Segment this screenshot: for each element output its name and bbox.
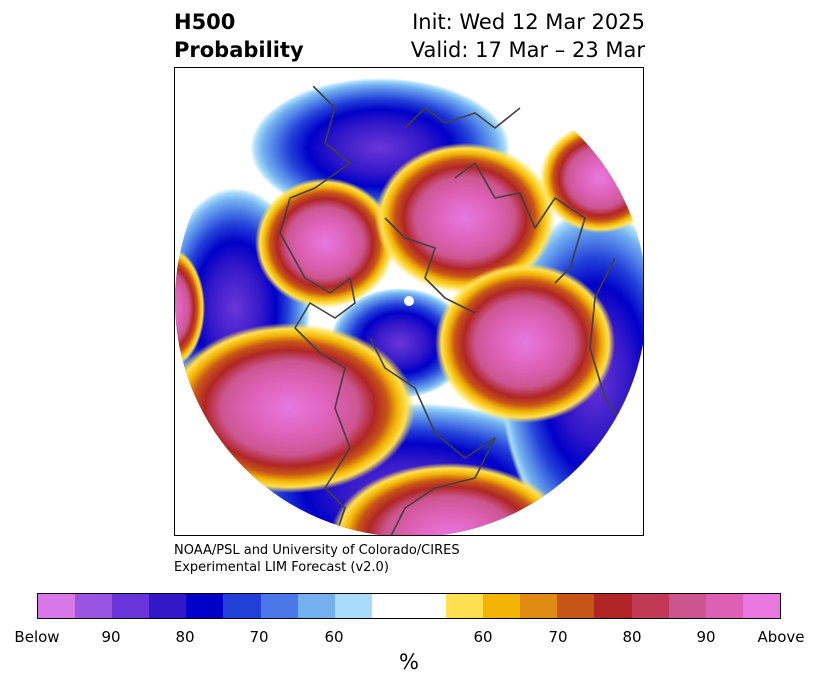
anomaly-above-us — [330, 463, 570, 535]
chart-title-line1: H500 — [174, 10, 236, 34]
anomaly-above-europe — [375, 143, 555, 293]
colorbar-segment — [334, 594, 372, 618]
credit-line1: NOAA/PSL and University of Colorado/CIRE… — [174, 543, 460, 558]
colorbar-segment — [112, 594, 150, 618]
map-panel — [174, 67, 644, 536]
colorbar-segment — [668, 594, 706, 618]
init-date: Init: Wed 12 Mar 2025 — [412, 10, 645, 34]
chart-title-line2: Probability — [174, 38, 304, 62]
colorbar-segment — [408, 594, 447, 618]
colorbar-tick-label: Below — [14, 628, 60, 646]
anomaly-above-west-edge — [175, 248, 205, 368]
colorbar-segment — [483, 594, 521, 618]
colorbar-segment — [149, 594, 187, 618]
colorbar-segment — [446, 594, 484, 618]
colorbar-unit: % — [399, 650, 419, 674]
colorbar-segment — [186, 594, 224, 618]
colorbar-tick-label: 60 — [324, 628, 344, 646]
valid-range: Valid: 17 Mar – 23 Mar — [410, 38, 645, 62]
north-pole-marker — [404, 296, 414, 306]
colorbar-segment — [371, 594, 409, 618]
credit-line2: Experimental LIM Forecast (v2.0) — [174, 560, 389, 575]
colorbar-tick-label: 70 — [249, 628, 269, 646]
colorbar-segment — [594, 594, 632, 618]
anomaly-above-pacific — [175, 323, 415, 493]
colorbar-tick-label: 80 — [622, 628, 642, 646]
anomaly-above-asia — [255, 178, 395, 308]
colorbar-tick-label: 70 — [548, 628, 568, 646]
colorbar-segment — [297, 594, 335, 618]
colorbar-segment — [520, 594, 558, 618]
colorbar-segment — [705, 594, 743, 618]
credit-block: NOAA/PSL and University of Colorado/CIRE… — [174, 542, 460, 576]
colorbar-tick-label: 80 — [175, 628, 195, 646]
anomaly-above-greenland — [435, 263, 615, 423]
colorbar-tick-label: 90 — [101, 628, 121, 646]
colorbar-tick-label: 60 — [473, 628, 493, 646]
colorbar — [37, 593, 781, 619]
colorbar-tick-label: Above — [757, 628, 805, 646]
colorbar-tick-label: 90 — [696, 628, 716, 646]
date-block: Init: Wed 12 Mar 2025 Valid: 17 Mar – 23… — [384, 8, 645, 64]
colorbar-segment — [38, 594, 76, 618]
polar-map — [175, 68, 643, 535]
colorbar-segment — [631, 594, 669, 618]
colorbar-segment — [557, 594, 595, 618]
colorbar-segment — [75, 594, 113, 618]
colorbar-segment — [223, 594, 261, 618]
title-block: H500 Probability — [174, 8, 304, 64]
colorbar-segment — [742, 594, 780, 618]
colorbar-segment — [260, 594, 298, 618]
